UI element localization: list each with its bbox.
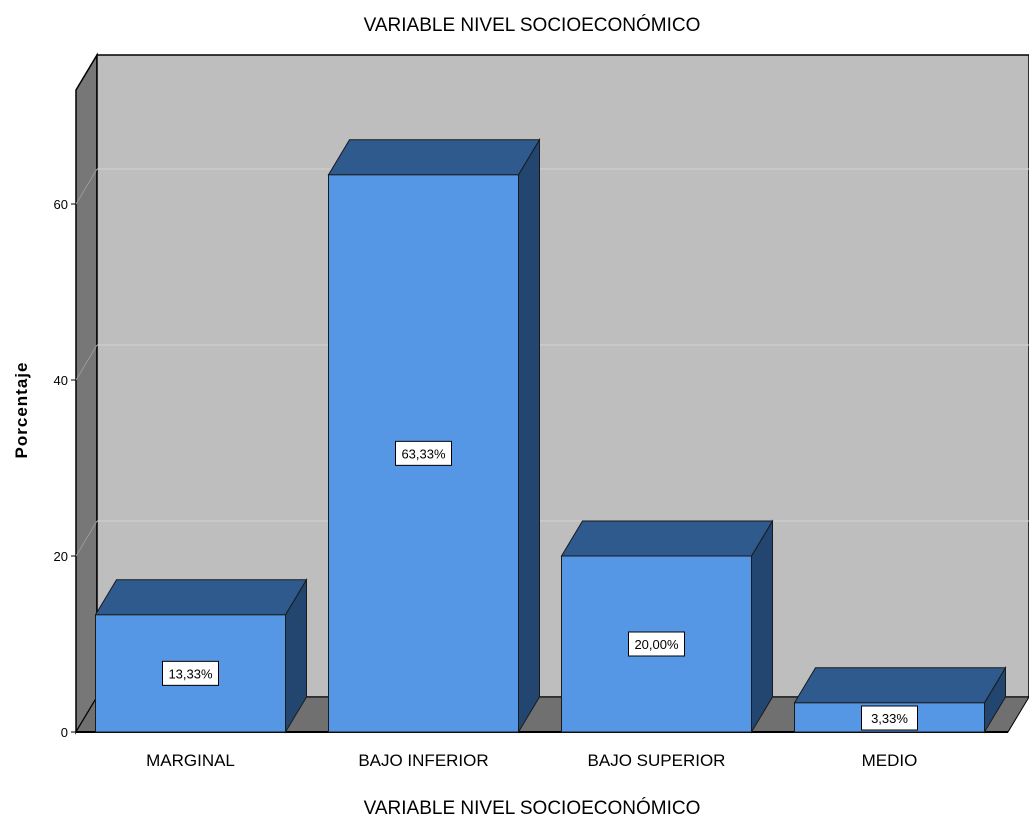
bar-top [560,520,774,557]
y-tick-label: 0 [61,725,68,740]
bar-side [518,137,540,734]
bar: 20,00% [560,519,774,734]
y-tick-label: 40 [54,373,68,388]
data-label-box [861,705,918,731]
x-tick-label: BAJO SUPERIOR [588,751,726,770]
data-label: 63,33% [401,446,446,461]
y-tick-label: 20 [54,549,68,564]
data-label-box [162,660,219,686]
data-label-box [628,631,685,657]
chart-title: VARIABLE NIVEL SOCIOECONÓMICO [364,14,701,36]
y-axis-title: Porcentaje [12,362,31,459]
data-label: 13,33% [168,666,213,681]
gridlines [75,168,1029,557]
x-axis-title: VARIABLE NIVEL SOCIOECONÓMICO [364,797,701,819]
x-tick-label: MEDIO [862,751,918,770]
y-axis-ticks: 0 20 40 60 [54,197,76,740]
data-label: 20,00% [634,637,679,652]
gridline-wall [75,168,98,205]
bar-top [793,667,1007,704]
data-label-box [395,440,452,466]
y-tick-label: 60 [54,197,68,212]
bar-top [94,579,308,616]
bar: 63,33% [327,137,541,734]
bars: 13,33% 63,33% 20,00% 3,33% [94,137,1007,734]
left-wall [75,52,98,735]
x-axis-tick-labels: MARGINAL BAJO INFERIOR BAJO SUPERIOR MEDIO [146,751,917,770]
data-label: 3,33% [871,711,908,726]
bar-side [751,519,773,734]
bar: 3,33% [793,665,1007,734]
gridline-wall [75,344,98,381]
gridline-wall [75,520,98,557]
x-tick-label: BAJO INFERIOR [358,751,488,770]
x-tick-label: MARGINAL [146,751,235,770]
bar: 13,33% [94,577,308,734]
bar-top [327,139,541,176]
